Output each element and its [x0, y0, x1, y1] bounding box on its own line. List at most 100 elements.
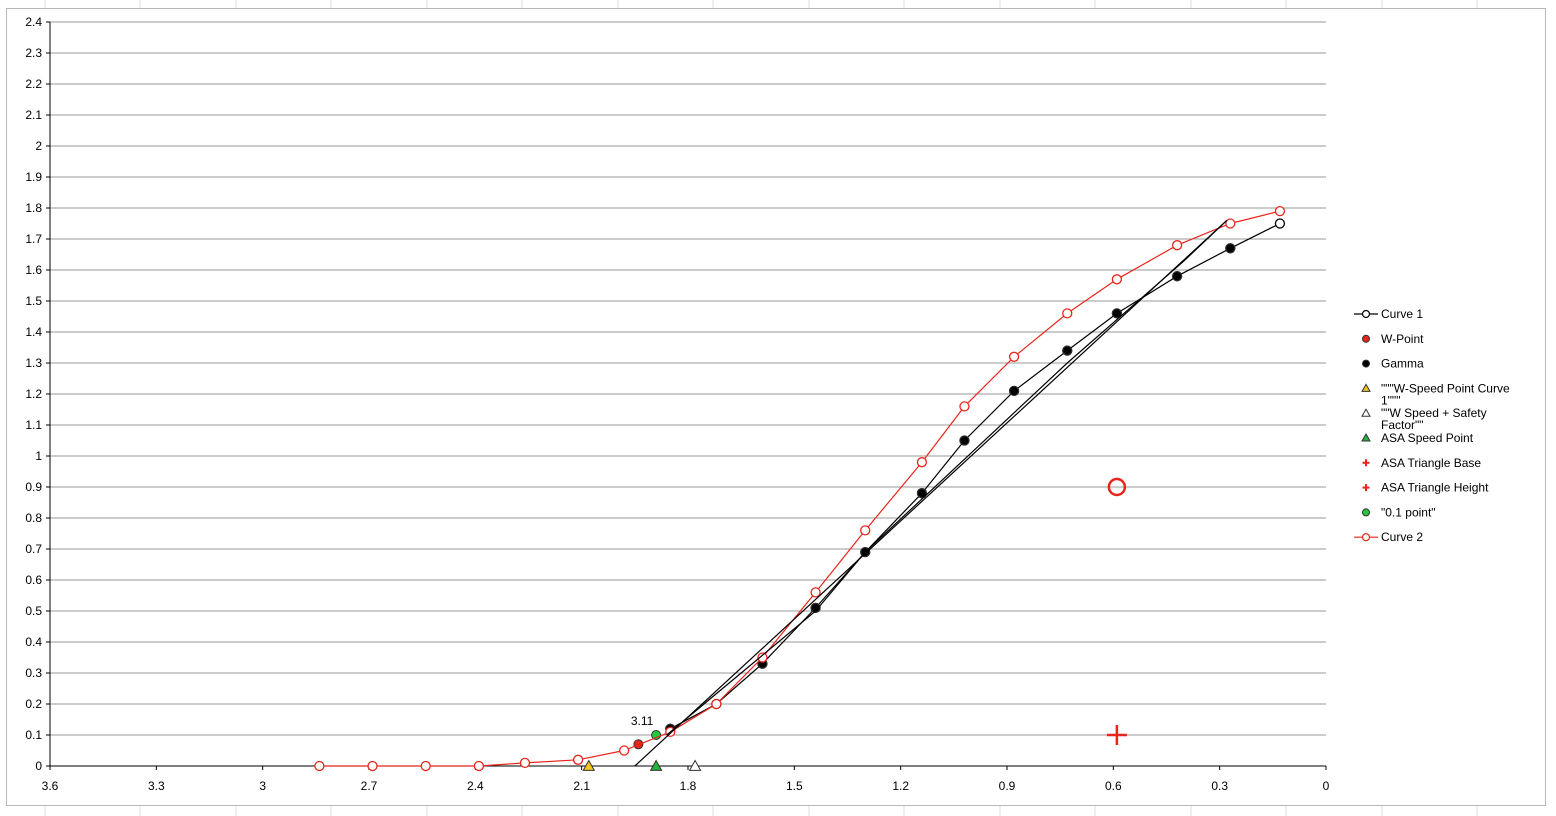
- legend-label: W-Point: [1381, 332, 1424, 346]
- x-tick-label: 0.9: [999, 779, 1016, 793]
- y-tick-label: 1.6: [25, 263, 42, 277]
- legend-label: ASA Speed Point: [1381, 431, 1474, 445]
- data-point: [1107, 477, 1127, 497]
- legend-label-line: "0.1 point": [1381, 505, 1436, 519]
- y-tick-label: 2.3: [25, 46, 42, 60]
- legend-label-line: Curve 2: [1381, 530, 1423, 544]
- legend-marker: [1361, 432, 1371, 442]
- legend-label-line: """W-Speed Point Curve: [1381, 381, 1510, 395]
- series-7: [1107, 477, 1127, 497]
- legend-item: ASA Triangle Height: [1362, 481, 1489, 495]
- y-tick-label: 1: [35, 449, 42, 463]
- legend-item: Curve 1: [1354, 307, 1423, 321]
- legend-marker: [1362, 508, 1370, 517]
- y-tick-label: 0.6: [25, 573, 42, 587]
- data-point: [959, 401, 970, 412]
- legend: Curve 1 W-Point Gamma """W-Speed Point Curv…: [1354, 307, 1510, 544]
- legend-label-line: 1""": [1381, 393, 1400, 407]
- x-tick-label: 2.4: [467, 779, 484, 793]
- y-tick-label: 2.4: [25, 15, 42, 29]
- y-tick-label: 1.2: [25, 387, 42, 401]
- y-tick-label: 0.8: [25, 511, 42, 525]
- x-tick-label: 1.8: [680, 779, 697, 793]
- series-11: [666, 219, 1228, 736]
- legend-item: ASA Triangle Base: [1362, 456, 1481, 470]
- y-tick-label: 0.3: [25, 666, 42, 680]
- y-tick-label: 0.4: [25, 635, 42, 649]
- y-tick-label: 0: [35, 759, 42, 773]
- data-point: [1274, 218, 1286, 229]
- series-10: [634, 219, 1228, 767]
- data-point: [367, 760, 378, 772]
- data-point: [314, 760, 325, 772]
- data-point: [619, 745, 630, 756]
- data-point: [1009, 385, 1020, 396]
- y-tick-label: 2: [35, 139, 42, 153]
- series-3: [582, 759, 596, 771]
- legend-item: ""W Speed + Safety Factor"": [1361, 406, 1487, 432]
- legend-label: ""W Speed + Safety Factor"": [1381, 406, 1487, 432]
- x-tick-label: 1.5: [786, 779, 803, 793]
- legend-label-line: W-Point: [1381, 332, 1424, 346]
- data-point: [649, 759, 663, 771]
- legend-label-line: ASA Speed Point: [1381, 431, 1474, 445]
- legend-label-line: Gamma: [1381, 357, 1424, 371]
- data-point: [959, 435, 970, 446]
- legend-item: """W-Speed Point Curve 1""": [1361, 381, 1510, 407]
- legend-label-line: Curve 1: [1381, 307, 1423, 321]
- legend-label-line: ASA Triangle Height: [1381, 481, 1489, 495]
- data-point: [1274, 205, 1286, 217]
- legend-marker: [1361, 533, 1371, 542]
- legend-label: ASA Triangle Height: [1381, 481, 1489, 495]
- series-2: [665, 243, 1236, 734]
- data-point: [582, 759, 596, 771]
- data-point: [1172, 271, 1183, 282]
- data-point: [916, 457, 928, 468]
- x-tick-label: 3: [259, 779, 266, 793]
- y-tick-label: 1.1: [25, 418, 42, 432]
- series-6: [1106, 725, 1127, 745]
- data-point: [1111, 274, 1123, 285]
- y-tick-label: 1.8: [25, 201, 42, 215]
- annotation-label: 3.11: [631, 714, 654, 728]
- data-point: [757, 652, 768, 663]
- legend-item: Gamma: [1362, 357, 1424, 371]
- legend-marker: [1362, 359, 1370, 368]
- legend-marker: [1361, 408, 1371, 417]
- legend-label: ASA Triangle Base: [1381, 456, 1481, 470]
- y-tick-label: 1.4: [25, 325, 42, 339]
- series-line: [634, 219, 1228, 767]
- x-tick-label: 0.6: [1105, 779, 1122, 793]
- series-4: [688, 759, 702, 771]
- data-point: [1008, 351, 1020, 362]
- legend-label-line: Factor"": [1381, 418, 1424, 432]
- data-point: [519, 757, 531, 769]
- legend-item: "0.1 point": [1362, 505, 1436, 519]
- y-tick-label: 1.5: [25, 294, 42, 308]
- data-point: [1225, 218, 1236, 229]
- data-point: [860, 525, 871, 536]
- y-tick-label: 0.5: [25, 604, 42, 618]
- y-tick-label: 1.9: [25, 170, 42, 184]
- legend-label: Gamma: [1381, 357, 1424, 371]
- series-line: [319, 210, 1281, 767]
- legend-label: Curve 1: [1381, 307, 1423, 321]
- legend-label-line: ASA Triangle Base: [1381, 456, 1481, 470]
- data-point: [810, 602, 821, 613]
- x-tick-label: 3.6: [42, 779, 59, 793]
- data-point: [1171, 240, 1183, 251]
- legend-item: Curve 2: [1354, 530, 1423, 544]
- x-tick-label: 2.7: [361, 779, 378, 793]
- series-line: [666, 219, 1228, 736]
- y-tick-label: 0.9: [25, 480, 42, 494]
- x-tick-label: 1.2: [892, 779, 909, 793]
- legend-label: """W-Speed Point Curve 1""": [1381, 381, 1510, 407]
- legend-label: "0.1 point": [1381, 505, 1436, 519]
- legend-item: ASA Speed Point: [1361, 431, 1474, 445]
- series-9: [314, 205, 1286, 772]
- legend-marker: [1361, 383, 1371, 392]
- y-tick-label: 0.2: [25, 697, 42, 711]
- y-tick-label: 0.7: [25, 542, 42, 556]
- y-tick-label: 2.1: [25, 108, 42, 122]
- data-point: [1225, 243, 1236, 254]
